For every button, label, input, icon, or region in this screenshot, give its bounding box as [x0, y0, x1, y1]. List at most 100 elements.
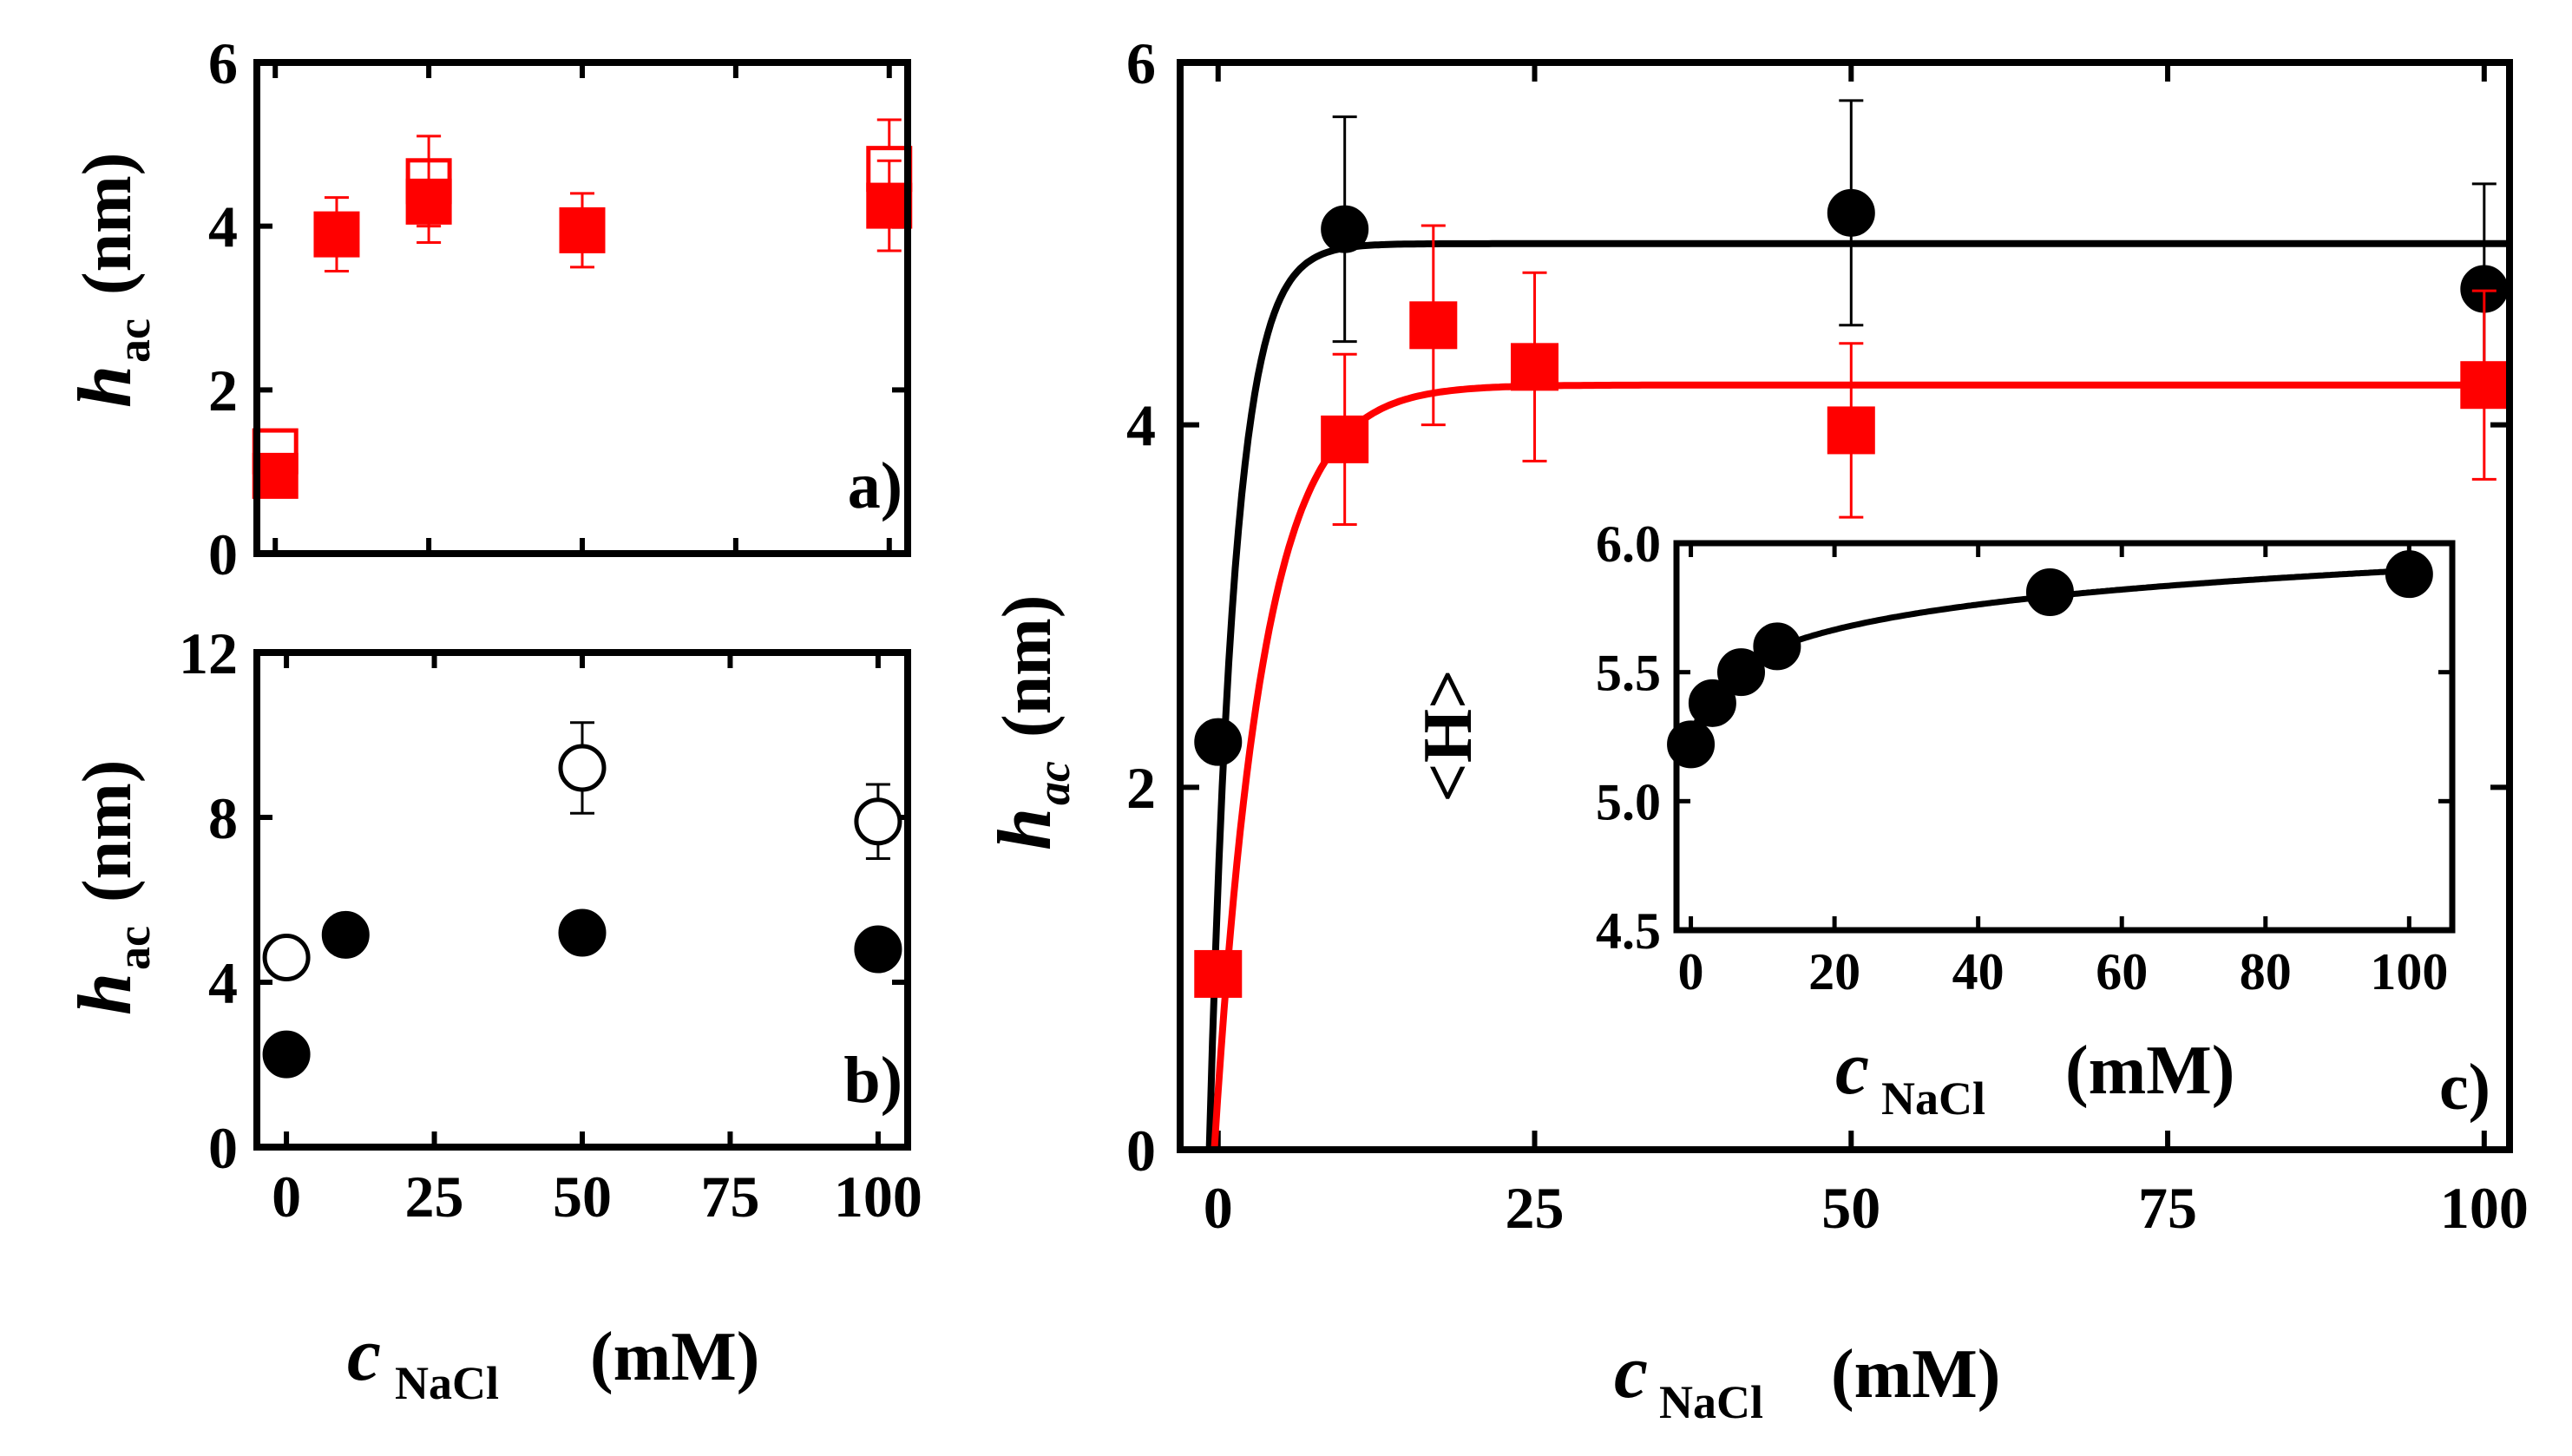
x-tick-label: 0 — [1204, 1175, 1233, 1241]
data-point-circle — [558, 744, 607, 792]
panel-c-fits — [1205, 239, 2510, 1151]
inset-xlabel-sub: NaCl — [1881, 1072, 1985, 1125]
data-point-circle — [854, 797, 902, 846]
panel-b-ylabel-unit: (nm) — [69, 760, 146, 902]
inset-ylabel-text: <H> — [1410, 669, 1486, 802]
y-tick-label: 12 — [179, 620, 238, 686]
x-tick-label: 100 — [2440, 1175, 2529, 1241]
panel-b-ylabel-main: h — [63, 973, 148, 1015]
panel-b-frame — [253, 649, 911, 1151]
panel-c-ylabel-sub: ac — [1027, 761, 1079, 805]
y-tick-label: 5.0 — [1596, 773, 1661, 830]
inset-xlabel-unit: (mM) — [2065, 1033, 2234, 1109]
data-point-square — [1409, 301, 1458, 350]
panel-c-ytick-labels: 0 2 4 6 — [1126, 30, 1156, 1184]
panel-b-xlabel-main: c — [347, 1313, 381, 1397]
data-point-square — [866, 182, 913, 229]
data-point-square — [252, 452, 299, 499]
panel-b-xlabel-unit: (mM) — [590, 1319, 759, 1395]
panel-c: 0 2 4 6 0 25 50 75 100 c) h ac (nm) c NaCl (mM)… — [983, 30, 2529, 1428]
data-point-circle — [854, 925, 902, 974]
data-point-circle — [321, 910, 370, 959]
panel-a: 0 2 4 6 a) h ac (nm) — [63, 30, 913, 587]
panel-c-xlabel-unit: (mM) — [1831, 1336, 2000, 1413]
y-tick-label: 4.5 — [1596, 902, 1661, 960]
data-point-square — [313, 211, 360, 258]
panel-c-inset: 4.5 5.0 5.5 6.0 0 20 40 60 80 100 <H> c NaCl (mM… — [1410, 515, 2456, 1125]
panel-b-data — [262, 721, 902, 1079]
x-tick-label: 60 — [2096, 943, 2148, 1000]
panel-c-frame — [1177, 59, 2513, 1153]
data-point-circle — [2025, 567, 2074, 616]
inset-xtick-labels: 0 20 40 60 80 100 — [1678, 943, 2449, 1000]
panel-c-data — [1194, 99, 2509, 998]
panel-b: 0 4 8 12 0 25 50 75 100 b) h ac (nm) c NaCl (mM… — [63, 620, 922, 1409]
y-tick-label: 6.0 — [1596, 515, 1661, 573]
inset-data — [1667, 550, 2433, 769]
y-tick-label: 2 — [1126, 755, 1156, 821]
inset-xlabel-main: c — [1835, 1026, 1869, 1111]
panel-c-ylabel-unit: (nm) — [989, 595, 1066, 738]
x-tick-label: 20 — [1808, 943, 1860, 1000]
panel-b-ylabel-sub: ac — [108, 926, 160, 970]
panel-b-xlabel-sub: NaCl — [395, 1357, 499, 1409]
y-tick-label: 6 — [1126, 30, 1156, 96]
panel-a-ylabel-sub: ac — [108, 318, 160, 363]
inset-xlabel: c NaCl (mM) — [1835, 1026, 2234, 1125]
data-point-circle — [2385, 550, 2433, 599]
panel-c-ylabel: h ac (nm) — [983, 595, 1079, 850]
y-tick-label: 6 — [208, 30, 238, 96]
data-point-square — [559, 207, 606, 253]
data-point-square — [405, 178, 452, 225]
y-tick-label: 4 — [208, 950, 238, 1016]
data-point-square — [2460, 361, 2509, 410]
panel-b-label: b) — [843, 1044, 902, 1117]
x-tick-label: 80 — [2240, 943, 2292, 1000]
x-tick-label: 0 — [1678, 943, 1704, 1000]
x-tick-label: 50 — [553, 1164, 612, 1230]
panel-a-ylabel: h ac (nm) — [63, 153, 160, 408]
data-point-circle — [1321, 205, 1369, 253]
data-point-circle — [558, 908, 607, 957]
data-point-circle — [1827, 188, 1875, 237]
data-point-circle — [1717, 648, 1765, 697]
data-point-circle — [1753, 622, 1801, 671]
panel-a-ylabel-main: h — [63, 365, 148, 408]
x-tick-label: 25 — [1506, 1175, 1565, 1241]
data-point-circle — [1667, 720, 1716, 769]
y-tick-label: 5.5 — [1596, 645, 1661, 702]
data-point-square — [1511, 343, 1559, 391]
panel-a-label: a) — [848, 449, 902, 522]
data-point-square — [1827, 406, 1875, 455]
panel-b-ylabel: h ac (nm) — [63, 760, 160, 1015]
x-tick-label: 100 — [2370, 943, 2448, 1000]
y-tick-label: 0 — [208, 1115, 238, 1181]
x-tick-label: 40 — [1952, 943, 2004, 1000]
inset-ylabel: <H> — [1410, 669, 1486, 802]
panel-a-data — [252, 118, 913, 499]
panel-c-xtick-labels: 0 25 50 75 100 — [1204, 1175, 2529, 1241]
inset-ytick-labels: 4.5 5.0 5.5 6.0 — [1596, 515, 1661, 960]
panel-c-xlabel-sub: NaCl — [1659, 1376, 1763, 1428]
fit-curve — [1211, 381, 2510, 1151]
x-tick-label: 25 — [405, 1164, 464, 1230]
panel-a-ytick-labels: 0 2 4 6 — [208, 30, 238, 587]
x-tick-label: 75 — [2138, 1175, 2197, 1241]
x-tick-label: 50 — [1821, 1175, 1880, 1241]
y-tick-label: 2 — [208, 357, 238, 423]
y-tick-label: 4 — [208, 193, 238, 259]
panel-a-frame — [253, 59, 911, 557]
x-tick-label: 75 — [700, 1164, 759, 1230]
panel-c-xlabel-main: c — [1614, 1330, 1648, 1414]
y-tick-label: 8 — [208, 785, 238, 851]
data-point-circle — [262, 1030, 311, 1079]
panel-c-label: c) — [2439, 1051, 2490, 1124]
panel-b-ytick-labels: 0 4 8 12 — [179, 620, 238, 1181]
panel-a-ticks — [257, 60, 908, 556]
y-tick-label: 4 — [1126, 392, 1156, 458]
data-point-square — [1321, 415, 1369, 463]
panel-c-xlabel: c NaCl (mM) — [1614, 1330, 2000, 1428]
panel-a-ylabel-unit: (nm) — [69, 153, 146, 295]
panel-b-xtick-labels: 0 25 50 75 100 — [272, 1164, 922, 1230]
